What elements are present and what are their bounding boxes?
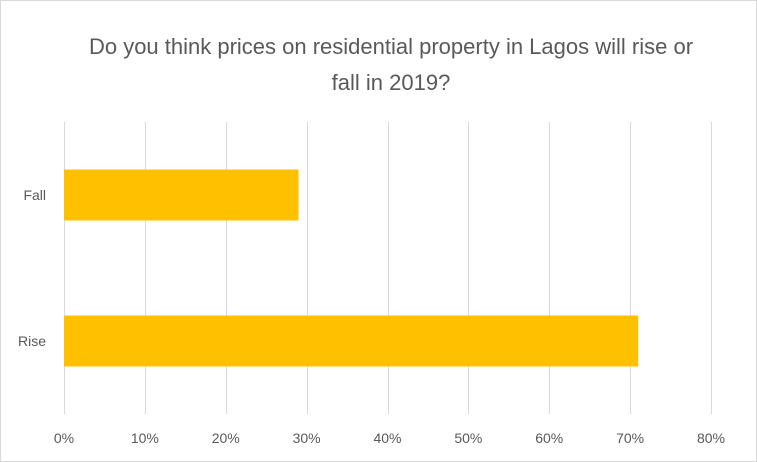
x-tick-labels: 0% 10% 20% 30% 40% 50% 60% 70% 80% bbox=[54, 430, 725, 446]
x-tick-label: 60% bbox=[535, 430, 563, 446]
x-tick-label: 0% bbox=[54, 430, 74, 446]
category-label-fall: Fall bbox=[23, 187, 46, 203]
x-tick-label: 10% bbox=[131, 430, 159, 446]
category-label-rise: Rise bbox=[18, 333, 46, 349]
x-tick-label: 70% bbox=[616, 430, 644, 446]
chart-title: Do you think prices on residential prope… bbox=[88, 34, 694, 95]
gridlines bbox=[64, 122, 712, 414]
x-tick-label: 80% bbox=[697, 430, 725, 446]
bars bbox=[64, 169, 639, 367]
bar-fall bbox=[64, 169, 299, 221]
x-tick-label: 30% bbox=[293, 430, 321, 446]
x-tick-label: 40% bbox=[373, 430, 401, 446]
x-tick-label: 20% bbox=[212, 430, 240, 446]
x-tick-label: 50% bbox=[454, 430, 482, 446]
bar-rise bbox=[64, 315, 639, 367]
category-labels: Fall Rise bbox=[18, 187, 46, 349]
